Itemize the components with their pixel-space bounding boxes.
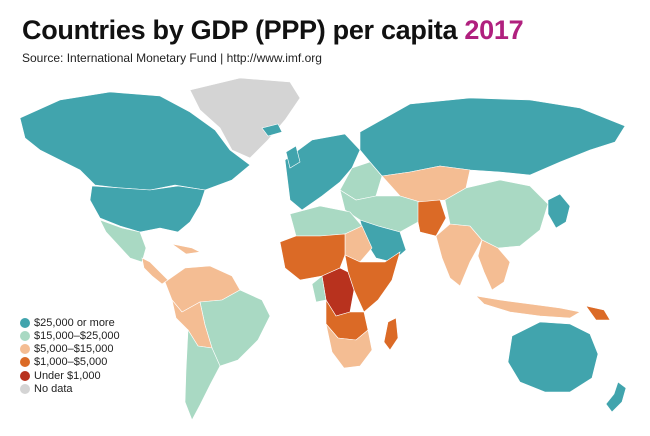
region-china xyxy=(444,179,549,249)
header: Countries by GDP (PPP) per capita 2017 S… xyxy=(22,14,524,65)
legend-swatch xyxy=(20,330,30,341)
legend-item: Under $1,000 xyxy=(20,369,120,382)
source-note: Source: International Monetary Fund | ht… xyxy=(22,51,322,65)
legend-swatch xyxy=(20,317,30,328)
region-east-africa xyxy=(344,251,401,313)
legend-item: $1,000–$5,000 xyxy=(20,356,120,369)
legend: $25,000 or more $15,000–$25,000 $5,000–$… xyxy=(20,316,120,396)
region-png xyxy=(585,305,611,321)
region-new-zealand xyxy=(605,381,627,413)
region-southern-africa xyxy=(325,323,373,369)
legend-label: $25,000 or more xyxy=(34,316,115,329)
legend-item: No data xyxy=(20,382,120,395)
region-india xyxy=(435,223,483,287)
region-west-africa xyxy=(279,233,346,281)
region-indonesia xyxy=(475,295,581,319)
legend-label: $1,000–$5,000 xyxy=(34,356,108,369)
region-east-asia-high xyxy=(547,193,571,229)
legend-item: $15,000–$25,000 xyxy=(20,329,120,342)
title-text: Countries by GDP (PPP) per capita xyxy=(22,15,458,45)
legend-label: $15,000–$25,000 xyxy=(34,329,120,342)
legend-item: $25,000 or more xyxy=(20,316,120,329)
region-mexico xyxy=(99,219,147,263)
region-uk xyxy=(285,145,301,169)
page-title: Countries by GDP (PPP) per capita 2017 xyxy=(22,14,524,46)
legend-label: No data xyxy=(34,382,73,395)
title-year: 2017 xyxy=(464,15,524,45)
legend-label: $5,000–$15,000 xyxy=(34,343,114,356)
legend-label: Under $1,000 xyxy=(34,369,101,382)
region-southern-cone xyxy=(184,329,221,421)
region-russia xyxy=(359,97,626,177)
region-iceland xyxy=(261,123,283,137)
legend-swatch xyxy=(20,370,30,381)
region-australia xyxy=(507,321,599,393)
region-greenland xyxy=(189,77,301,159)
legend-swatch xyxy=(20,357,30,368)
region-central-america xyxy=(141,257,169,285)
legend-item: $5,000–$15,000 xyxy=(20,343,120,356)
legend-swatch xyxy=(20,344,30,355)
region-madagascar xyxy=(383,317,399,351)
region-western-europe xyxy=(284,133,361,211)
region-caribbean xyxy=(171,243,201,255)
region-se-asia xyxy=(477,239,511,291)
legend-swatch xyxy=(20,383,30,394)
region-usa xyxy=(89,185,206,233)
region-afghan-pak xyxy=(417,199,447,237)
